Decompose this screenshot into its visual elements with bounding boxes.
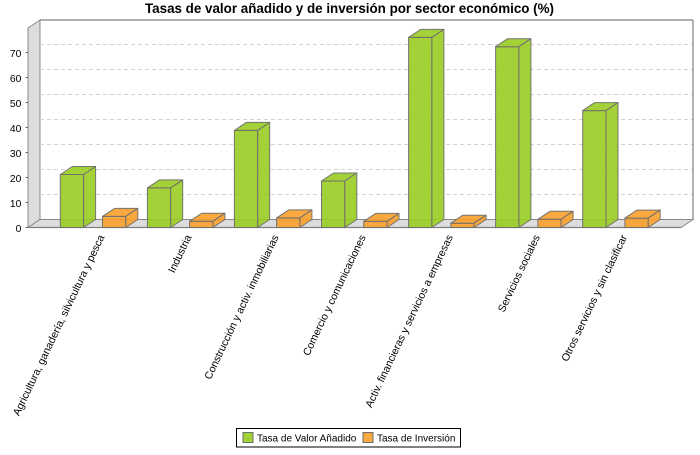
svg-text:30: 30 — [10, 149, 22, 160]
svg-text:60: 60 — [10, 74, 22, 85]
svg-text:Tasa de Valor Añadido: Tasa de Valor Añadido — [257, 433, 357, 444]
svg-text:10: 10 — [10, 199, 22, 210]
svg-text:20: 20 — [10, 174, 22, 185]
svg-text:40: 40 — [10, 124, 22, 135]
svg-text:Tasa de Inversión: Tasa de Inversión — [377, 433, 455, 444]
svg-text:Tasas de valor añadido y de in: Tasas de valor añadido y de inversión po… — [145, 1, 554, 16]
svg-text:70: 70 — [10, 49, 22, 60]
svg-text:0: 0 — [16, 224, 22, 235]
svg-text:50: 50 — [10, 99, 22, 110]
